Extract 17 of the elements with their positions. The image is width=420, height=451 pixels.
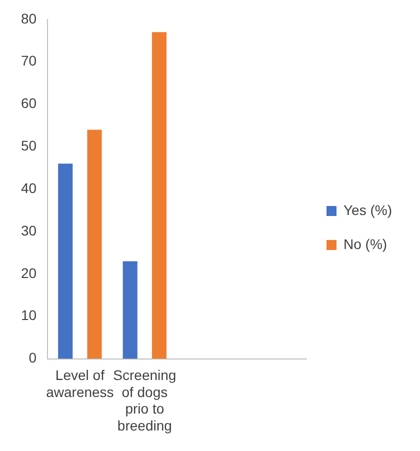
y-tick-label: 70 [20, 52, 37, 69]
legend-label: Yes (%) [344, 202, 392, 218]
y-tick-label: 40 [20, 180, 37, 196]
y-tick-label: 0 [28, 350, 37, 366]
y-tick-label: 10 [20, 307, 37, 324]
y-tick-label: 20 [20, 264, 37, 281]
y-tick-label: 30 [20, 222, 37, 238]
x-tick-label: Level of awareness [46, 367, 114, 400]
y-tick-label: 50 [20, 138, 37, 154]
x-tick-label: Screening of dogs prio to breeding [113, 367, 176, 434]
bar [87, 130, 102, 359]
y-tick-label: 80 [20, 10, 37, 26]
bar [58, 164, 73, 359]
bar [152, 32, 167, 359]
bar [122, 261, 138, 359]
y-tick-label: 60 [20, 95, 37, 112]
legend-label: No (%) [344, 236, 388, 252]
